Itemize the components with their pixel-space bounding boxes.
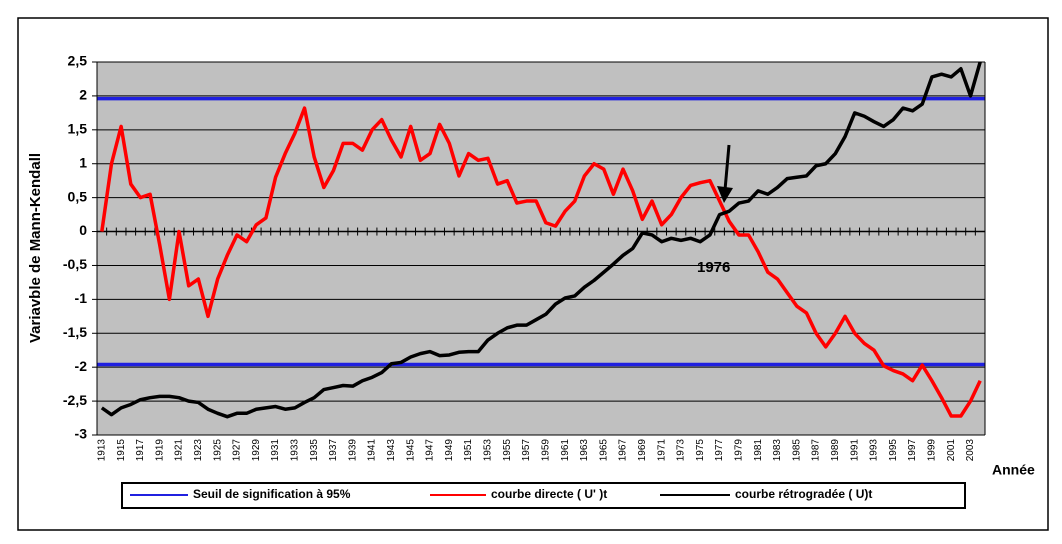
x-tick-label: 1985 <box>791 439 802 462</box>
x-tick-label: 1923 <box>193 439 204 462</box>
legend-label: courbe rétrogradée ( U)t <box>735 487 872 501</box>
x-tick-label: 1981 <box>753 439 764 462</box>
x-tick-label: 1927 <box>232 439 243 462</box>
x-tick-label: 1961 <box>560 439 571 462</box>
y-tick-label: 0,5 <box>68 188 88 204</box>
y-tick-label: -0,5 <box>63 256 87 272</box>
y-tick-label: -1 <box>75 290 88 306</box>
annotation-arrowhead <box>717 186 733 203</box>
x-tick-label: 1951 <box>463 439 474 462</box>
y-tick-label: -2 <box>75 358 88 374</box>
x-tick-label: 1947 <box>425 439 436 462</box>
x-tick-label: 1965 <box>598 439 609 462</box>
x-tick-label: 1969 <box>637 439 648 462</box>
y-tick-label: -1,5 <box>63 324 87 340</box>
grid: -3 -2,5 -2 -1,5 -1 -0,5 0 0,5 1 1,5 2 2,5 1913 1915 19… <box>63 53 986 462</box>
x-tick-label: 1931 <box>270 439 281 462</box>
x-tick-label: 1915 <box>116 439 127 462</box>
y-tick-label: -2,5 <box>63 392 87 408</box>
x-tick-label: 1941 <box>367 439 378 462</box>
x-tick-label: 1921 <box>174 439 185 462</box>
series-line <box>100 106 982 418</box>
legend <box>121 482 966 509</box>
y-tick-label: 1 <box>79 154 87 170</box>
x-tick-label: 1913 <box>96 439 107 462</box>
x-tick-label: 1937 <box>328 439 339 462</box>
x-tick-label: 1999 <box>927 439 938 462</box>
x-tick-label: 1983 <box>772 439 783 462</box>
y-tick-label: 1,5 <box>68 121 88 137</box>
y-tick-label: -3 <box>75 426 88 442</box>
plot-area <box>97 62 985 435</box>
x-tick-label: 2003 <box>965 439 976 462</box>
x-tick-label: 1959 <box>540 439 551 462</box>
x-tick-label: 1953 <box>483 439 494 462</box>
x-tick-label: 1979 <box>734 439 745 462</box>
legend-entries: Seuil de signification à 95% courbe direc… <box>130 487 872 501</box>
x-axis-label: Année <box>992 462 1035 478</box>
x-tick-label: 1987 <box>811 439 822 462</box>
x-tick-label: 1949 <box>444 439 455 462</box>
marks <box>97 61 985 419</box>
x-tick-label: 1967 <box>618 439 629 462</box>
y-tick-label: 2 <box>79 87 87 103</box>
annotation: 1976 <box>697 259 730 276</box>
x-tick-label: 1955 <box>502 439 513 462</box>
x-tick-label: 1971 <box>656 439 667 462</box>
x-tick-label: 1943 <box>386 439 397 462</box>
x-tick-label: 1993 <box>869 439 880 462</box>
legend-label: Seuil de signification à 95% <box>193 487 351 501</box>
x-tick-label: 1945 <box>405 439 416 462</box>
y-tick-label: 0 <box>79 222 87 238</box>
annotation-arrow <box>723 144 731 191</box>
x-tick-label: 2001 <box>946 439 957 462</box>
x-tick-label: 1935 <box>309 439 320 462</box>
x-tick-label: 1991 <box>849 439 860 462</box>
x-tick-label: 1933 <box>290 439 301 462</box>
x-tick-label: 1973 <box>676 439 687 462</box>
y-tick-label: 2,5 <box>68 53 88 69</box>
legend-label: courbe directe ( U' )t <box>491 487 607 501</box>
x-tick-label: 1939 <box>347 439 358 462</box>
x-tick-label: 1989 <box>830 439 841 462</box>
x-tick-label: 1963 <box>579 439 590 462</box>
x-tick-label: 1995 <box>888 439 899 462</box>
y-axis-label: Variavble de Mann-Kendall <box>27 153 44 343</box>
x-tick-label: 1997 <box>907 439 918 462</box>
x-tick-label: 1929 <box>251 439 262 462</box>
x-tick-label: 1977 <box>714 439 725 462</box>
x-tick-label: 1917 <box>135 439 146 462</box>
x-tick-label: 1957 <box>521 439 532 462</box>
series-line <box>100 61 982 419</box>
x-tick-label: 1925 <box>212 439 223 462</box>
x-tick-label: 1919 <box>154 439 165 462</box>
x-tick-label: 1975 <box>695 439 706 462</box>
